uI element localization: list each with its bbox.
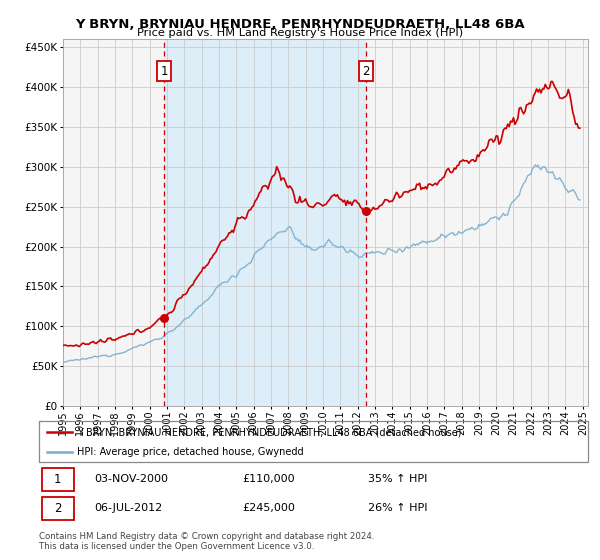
Text: Y BRYN, BRYNIAU HENDRE, PENRHYNDEUDRAETH, LL48 6BA: Y BRYN, BRYNIAU HENDRE, PENRHYNDEUDRAETH… xyxy=(75,18,525,31)
FancyBboxPatch shape xyxy=(42,497,74,520)
Text: 2: 2 xyxy=(54,502,61,515)
Text: This data is licensed under the Open Government Licence v3.0.: This data is licensed under the Open Gov… xyxy=(39,542,314,551)
Text: 06-JUL-2012: 06-JUL-2012 xyxy=(94,503,162,514)
Text: Contains HM Land Registry data © Crown copyright and database right 2024.: Contains HM Land Registry data © Crown c… xyxy=(39,532,374,541)
Text: 1: 1 xyxy=(160,64,168,78)
Text: £110,000: £110,000 xyxy=(242,474,295,484)
Text: HPI: Average price, detached house, Gwynedd: HPI: Average price, detached house, Gwyn… xyxy=(77,447,304,457)
Text: 35% ↑ HPI: 35% ↑ HPI xyxy=(368,474,428,484)
Text: 2: 2 xyxy=(362,64,370,78)
Text: Price paid vs. HM Land Registry's House Price Index (HPI): Price paid vs. HM Land Registry's House … xyxy=(137,28,463,38)
Text: 26% ↑ HPI: 26% ↑ HPI xyxy=(368,503,428,514)
Text: Y BRYN, BRYNIAU HENDRE, PENRHYNDEUDRAETH, LL48 6BA (detached house): Y BRYN, BRYNIAU HENDRE, PENRHYNDEUDRAETH… xyxy=(77,427,462,437)
Text: 1: 1 xyxy=(54,473,61,486)
Text: £245,000: £245,000 xyxy=(242,503,295,514)
Text: 03-NOV-2000: 03-NOV-2000 xyxy=(94,474,168,484)
Bar xyxy=(164,39,366,406)
FancyBboxPatch shape xyxy=(42,468,74,491)
